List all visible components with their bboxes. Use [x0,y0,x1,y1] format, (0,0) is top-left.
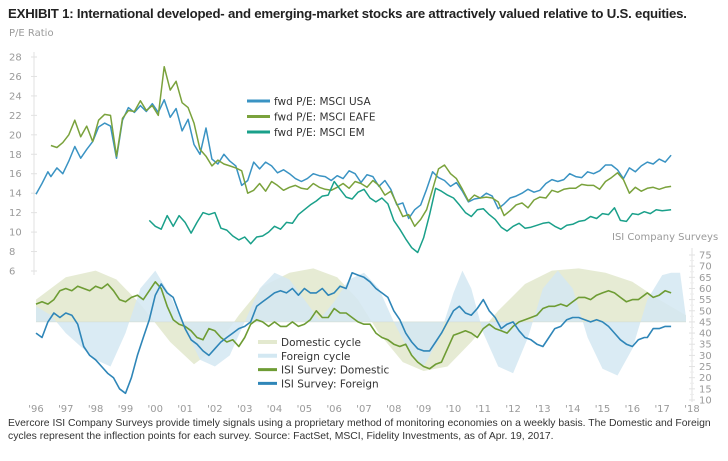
msci-usa-line [35,99,672,220]
legend-label-isi-foreign: ISI Survey: Foreign [281,378,379,390]
legend-label-usa: fwd P/E: MSCI USA [274,96,372,108]
isi-domestic-line [35,281,672,370]
year-tick-label: '99 [118,404,133,415]
isi-tick-label: 60 [699,284,712,295]
pe-tick-label: 20 [9,130,22,141]
pe-tick-label: 18 [9,150,22,161]
chart-title: EXHIBIT 1: International developed- and … [8,6,687,21]
year-tick-label: '00 [148,404,163,415]
year-tick-label: '17 [654,404,669,415]
pe-tick-label: 10 [9,228,22,239]
year-tick-label: '03 [237,404,252,415]
isi-tick-label: 65 [699,273,712,284]
year-tick-label: '97 [58,404,73,415]
year-tick-label: '11 [476,404,491,415]
year-tick-label: '16 [625,404,640,415]
msci-em-line [148,180,672,254]
year-tick-label: '13 [535,404,550,415]
isi-tick-label: 75 [699,251,712,262]
year-tick-label: '18 [684,404,699,415]
isi-tick-label: 15 [699,384,712,395]
isi-tick-label: 35 [699,340,712,351]
legend-label-foreign-cycle: Foreign cycle [281,351,350,363]
chart-caption: Evercore ISI Company Surveys provide tim… [8,418,711,442]
isi-tick-label: 25 [699,362,712,373]
isi-survey-lines [35,272,672,395]
pe-tick-label: 12 [9,208,22,219]
year-tick-label: '10 [446,404,461,415]
isi-axis-title: ISI Company Surveys [612,232,718,243]
legend-label-domestic-cycle: Domestic cycle [281,337,361,349]
pe-tick-label: 22 [9,111,22,122]
year-tick-label: '08 [386,404,401,415]
year-tick-label: '07 [356,404,371,415]
year-tick-label: '09 [416,404,431,415]
isi-tick-label: 30 [699,351,712,362]
pe-tick-label: 24 [9,91,22,102]
year-tick-label: '01 [177,404,192,415]
isi-tick-label: 45 [699,317,712,328]
pe-tick-label: 26 [9,72,22,83]
pe-tick-label: 16 [9,169,22,180]
legend-label-eafe: fwd P/E: MSCI EAFE [274,112,375,124]
isi-foreign-line [35,272,672,395]
isi-tick-label: 50 [699,306,712,317]
isi-legend: Domestic cycle Foreign cycle ISI Survey: D… [258,337,390,390]
year-tick-label: '12 [505,404,520,415]
year-axis: '96 '97 '98 '99 '00 '01 '02 '03 '04 '05 '06 '07 '08 '… [28,404,699,415]
year-tick-label: '02 [207,404,222,415]
pe-axis-label: P/E Ratio [9,28,54,39]
legend-label-em: fwd P/E: MSCI EM [274,127,365,139]
pe-legend: fwd P/E: MSCI USA fwd P/E: MSCI EAFE fwd P… [247,96,375,139]
isi-tick-label: 10 [699,396,712,407]
pe-tick-label: 14 [9,189,22,200]
year-tick-label: '05 [297,404,312,415]
year-tick-label: '15 [595,404,610,415]
year-tick-label: '98 [88,404,103,415]
pe-axis: 6 8 10 12 14 16 18 20 22 24 26 28 [9,52,37,278]
pe-lines [35,65,672,254]
year-tick-label: '06 [326,404,341,415]
isi-tick-label: 20 [699,373,712,384]
year-tick-label: '04 [267,404,282,415]
pe-tick-label: 8 [9,247,15,258]
foreign-cycle-area [36,270,686,376]
pe-tick-label: 28 [9,53,22,64]
msci-eafe-line [50,65,672,228]
isi-tick-label: 55 [699,295,712,306]
pe-tick-label: 6 [9,267,15,278]
legend-label-isi-domestic: ISI Survey: Domestic [281,365,390,377]
isi-tick-label: 70 [699,262,712,273]
isi-tick-label: 40 [699,329,712,340]
year-tick-label: '96 [28,404,43,415]
year-tick-label: '14 [565,404,580,415]
